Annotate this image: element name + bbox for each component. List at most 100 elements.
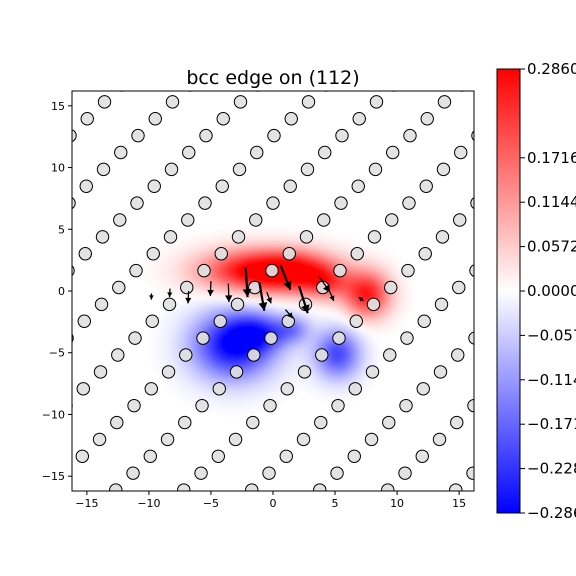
- heatmap-cell: [327, 400, 331, 404]
- heatmap-cell: [294, 382, 298, 386]
- heatmap-cell: [195, 304, 199, 308]
- atom-marker: [114, 145, 128, 160]
- heatmap-cell: [165, 313, 169, 317]
- heatmap-cell: [177, 322, 181, 326]
- heatmap-cell: [162, 274, 166, 278]
- heatmap-cell: [246, 316, 250, 320]
- heatmap-cell: [378, 331, 382, 335]
- heatmap-cell: [294, 271, 298, 275]
- heatmap-cell: [357, 340, 361, 344]
- heatmap-cell: [387, 313, 391, 317]
- heatmap-cell: [243, 259, 247, 263]
- heatmap-cell: [273, 238, 277, 242]
- heatmap-cell: [327, 307, 331, 311]
- heatmap-cell: [174, 286, 178, 290]
- heatmap-cell: [195, 355, 199, 359]
- heatmap-cell: [384, 304, 388, 308]
- heatmap-cell: [258, 232, 262, 236]
- heatmap-cell: [267, 256, 271, 260]
- heatmap-cell: [375, 253, 379, 257]
- heatmap-cell: [291, 262, 295, 266]
- heatmap-cell: [330, 235, 334, 239]
- heatmap-cell: [225, 346, 229, 350]
- heatmap-cell: [318, 343, 322, 347]
- heatmap-cell: [267, 367, 271, 371]
- heatmap-cell: [273, 355, 277, 359]
- heatmap-cell: [369, 280, 373, 284]
- atom-marker: [144, 382, 158, 396]
- heatmap-cell: [348, 328, 352, 332]
- heatmap-cell: [174, 331, 178, 335]
- heatmap-cell: [369, 325, 373, 329]
- heatmap-cell: [375, 292, 379, 296]
- heatmap-cell: [372, 355, 376, 359]
- heatmap-cell: [333, 367, 337, 371]
- heatmap-cell: [336, 367, 340, 371]
- heatmap-cell: [369, 250, 373, 254]
- arrow-head: [258, 302, 268, 311]
- heatmap-cell: [210, 247, 214, 251]
- heatmap-cell: [333, 376, 337, 380]
- heatmap-cell: [351, 244, 355, 248]
- heatmap-cell: [180, 313, 184, 317]
- heatmap-cell: [246, 301, 250, 305]
- atom-marker: [432, 432, 447, 447]
- heatmap-cell: [300, 379, 304, 383]
- heatmap-cell: [228, 307, 232, 311]
- heatmap-cell: [276, 247, 280, 251]
- heatmap-cell: [258, 358, 262, 362]
- heatmap-cell: [294, 250, 298, 254]
- heatmap-cell: [261, 340, 265, 344]
- heatmap-cell: [231, 358, 235, 362]
- heatmap-cell: [357, 277, 361, 281]
- heatmap-cell: [258, 373, 262, 377]
- heatmap-cell: [273, 283, 277, 287]
- heatmap-cell: [270, 286, 274, 290]
- heatmap-cell: [270, 325, 274, 329]
- heatmap-cell: [249, 292, 253, 296]
- heatmap-cell: [339, 367, 343, 371]
- heatmap-cell: [231, 268, 235, 272]
- heatmap-cell: [399, 271, 403, 275]
- heatmap-cell: [252, 361, 256, 365]
- heatmap-cell: [372, 295, 376, 299]
- heatmap-cell: [270, 256, 274, 260]
- heatmap-cell: [312, 277, 316, 281]
- heatmap-cell: [180, 346, 184, 350]
- heatmap-cell: [195, 268, 199, 272]
- heatmap-cell: [399, 283, 403, 287]
- heatmap-cell: [264, 388, 268, 392]
- heatmap-cell: [378, 325, 382, 329]
- heatmap-cell: [363, 310, 367, 314]
- heatmap-cell: [372, 328, 376, 332]
- heatmap-cell: [216, 358, 220, 362]
- heatmap-cell: [348, 316, 352, 320]
- heatmap-cell: [333, 388, 337, 392]
- heatmap-cell: [333, 358, 337, 362]
- heatmap-cell: [306, 268, 310, 272]
- heatmap-cell: [294, 373, 298, 377]
- heatmap-cell: [300, 355, 304, 359]
- heatmap-cell: [336, 277, 340, 281]
- heatmap-cell: [309, 331, 313, 335]
- heatmap-cell: [261, 235, 265, 239]
- heatmap-cell: [312, 316, 316, 320]
- heatmap-cell: [381, 298, 385, 302]
- atom-marker: [97, 95, 112, 109]
- heatmap-cell: [324, 271, 328, 275]
- heatmap-cell: [240, 391, 244, 395]
- heatmap-cell: [240, 289, 244, 293]
- heatmap-cell: [222, 235, 226, 239]
- heatmap-cell: [339, 382, 343, 386]
- heatmap-cell: [342, 301, 346, 305]
- atom-marker: [147, 179, 161, 193]
- heatmap-cell: [195, 349, 199, 353]
- heatmap-cell: [168, 316, 172, 320]
- heatmap-cell: [348, 244, 352, 248]
- heatmap-cell: [336, 289, 340, 293]
- heatmap-cell: [237, 340, 241, 344]
- heatmap-cell: [366, 382, 370, 386]
- heatmap-cell: [396, 259, 400, 263]
- heatmap-cell: [141, 265, 145, 269]
- heatmap-cell: [330, 274, 334, 278]
